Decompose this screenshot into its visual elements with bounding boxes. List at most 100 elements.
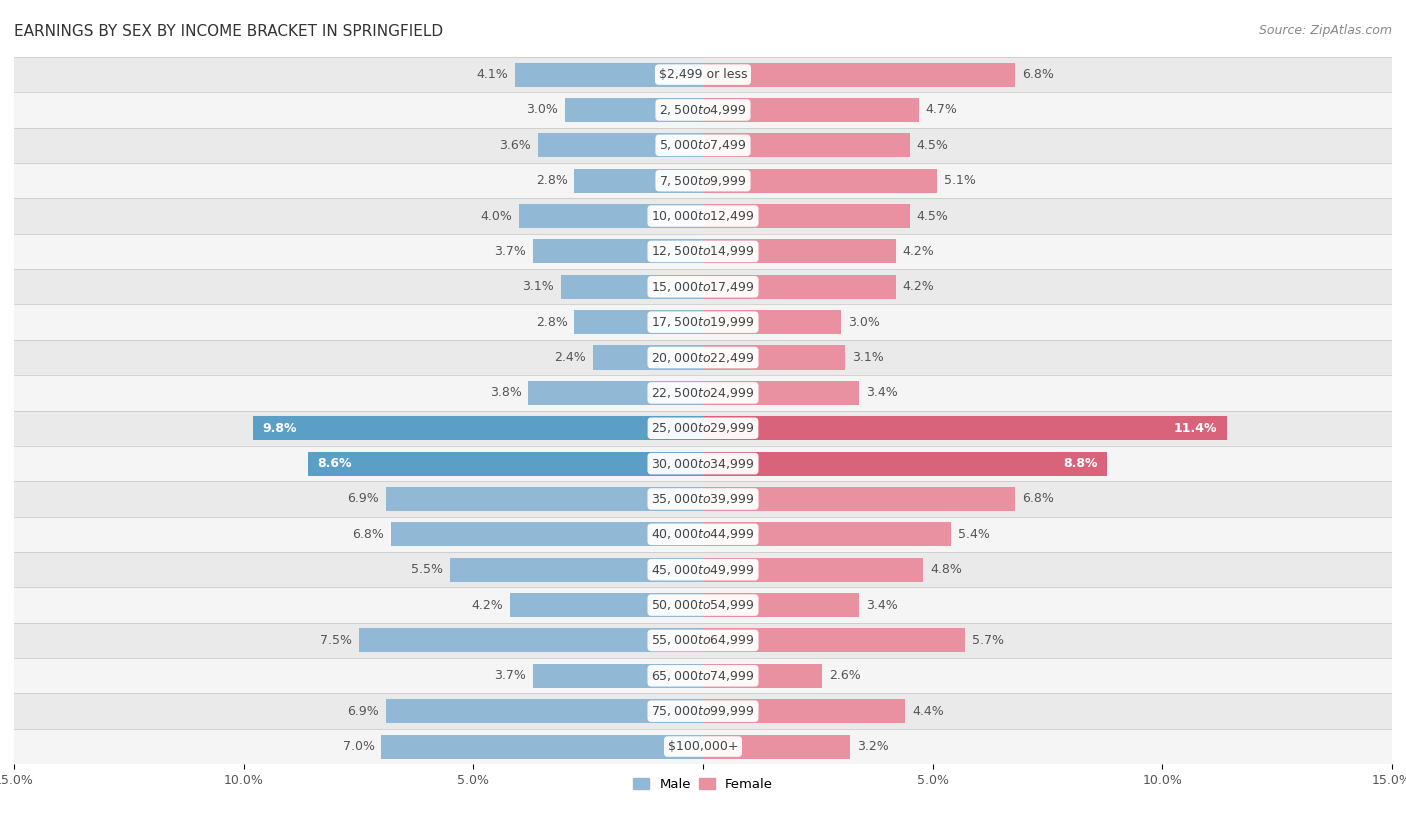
Bar: [561, 275, 703, 299]
Text: Source: ZipAtlas.com: Source: ZipAtlas.com: [1258, 24, 1392, 37]
Bar: [703, 734, 851, 759]
Text: 9.8%: 9.8%: [262, 422, 297, 435]
Bar: [14, 57, 1392, 92]
Bar: [391, 522, 703, 546]
Bar: [703, 487, 1015, 511]
Bar: [14, 446, 1392, 481]
Text: 4.5%: 4.5%: [917, 210, 949, 223]
Text: 4.5%: 4.5%: [917, 139, 949, 152]
Bar: [565, 98, 703, 122]
Bar: [14, 128, 1392, 163]
Text: 11.4%: 11.4%: [1174, 422, 1218, 435]
Bar: [14, 623, 1392, 659]
Bar: [253, 416, 703, 441]
Text: 7.0%: 7.0%: [343, 740, 374, 753]
Text: $35,000 to $39,999: $35,000 to $39,999: [651, 492, 755, 506]
Bar: [387, 487, 703, 511]
Text: 3.8%: 3.8%: [489, 386, 522, 399]
Bar: [14, 729, 1392, 764]
Text: 4.0%: 4.0%: [481, 210, 512, 223]
Bar: [703, 239, 896, 263]
Text: 3.0%: 3.0%: [526, 103, 558, 116]
Bar: [14, 376, 1392, 411]
Text: 4.7%: 4.7%: [925, 103, 957, 116]
Bar: [14, 659, 1392, 693]
Bar: [14, 92, 1392, 128]
Bar: [703, 451, 1107, 476]
Text: $2,499 or less: $2,499 or less: [659, 68, 747, 81]
Bar: [703, 663, 823, 688]
Bar: [703, 699, 905, 724]
Bar: [14, 693, 1392, 729]
Bar: [14, 481, 1392, 517]
Text: $12,500 to $14,999: $12,500 to $14,999: [651, 245, 755, 259]
Bar: [14, 163, 1392, 198]
Text: 5.4%: 5.4%: [957, 528, 990, 541]
Text: $75,000 to $99,999: $75,000 to $99,999: [651, 704, 755, 718]
Text: 6.8%: 6.8%: [1022, 68, 1054, 81]
Bar: [593, 346, 703, 370]
Bar: [703, 346, 845, 370]
Bar: [703, 628, 965, 653]
Bar: [14, 269, 1392, 304]
Text: 8.6%: 8.6%: [318, 457, 352, 470]
Text: 2.6%: 2.6%: [830, 669, 860, 682]
Bar: [381, 734, 703, 759]
Text: $40,000 to $44,999: $40,000 to $44,999: [651, 528, 755, 541]
Bar: [14, 517, 1392, 552]
Bar: [703, 593, 859, 617]
Bar: [515, 63, 703, 87]
Text: 2.4%: 2.4%: [554, 351, 586, 364]
Text: $65,000 to $74,999: $65,000 to $74,999: [651, 669, 755, 683]
Text: 4.1%: 4.1%: [477, 68, 508, 81]
Bar: [703, 168, 938, 193]
Text: 3.4%: 3.4%: [866, 386, 898, 399]
Text: 4.2%: 4.2%: [903, 280, 935, 293]
Bar: [703, 522, 950, 546]
Text: 3.1%: 3.1%: [522, 280, 554, 293]
Text: 6.9%: 6.9%: [347, 493, 380, 506]
Bar: [703, 275, 896, 299]
Text: $20,000 to $22,499: $20,000 to $22,499: [651, 350, 755, 364]
Text: 3.6%: 3.6%: [499, 139, 531, 152]
Bar: [14, 552, 1392, 587]
Text: $45,000 to $49,999: $45,000 to $49,999: [651, 563, 755, 576]
Text: 4.4%: 4.4%: [912, 705, 943, 718]
Bar: [703, 380, 859, 405]
Text: 4.2%: 4.2%: [471, 598, 503, 611]
Text: 6.8%: 6.8%: [1022, 493, 1054, 506]
Text: 8.8%: 8.8%: [1063, 457, 1098, 470]
Bar: [703, 133, 910, 158]
Bar: [703, 63, 1015, 87]
Text: EARNINGS BY SEX BY INCOME BRACKET IN SPRINGFIELD: EARNINGS BY SEX BY INCOME BRACKET IN SPR…: [14, 24, 443, 39]
Text: 3.7%: 3.7%: [495, 245, 526, 258]
Text: 6.8%: 6.8%: [352, 528, 384, 541]
Text: 5.1%: 5.1%: [945, 174, 976, 187]
Bar: [529, 380, 703, 405]
Bar: [703, 416, 1226, 441]
Text: $30,000 to $34,999: $30,000 to $34,999: [651, 457, 755, 471]
Bar: [14, 587, 1392, 623]
Bar: [14, 411, 1392, 446]
Text: $5,000 to $7,499: $5,000 to $7,499: [659, 138, 747, 152]
Bar: [533, 239, 703, 263]
Bar: [450, 558, 703, 582]
Bar: [533, 663, 703, 688]
Text: 4.8%: 4.8%: [931, 563, 962, 576]
Text: 3.1%: 3.1%: [852, 351, 884, 364]
Text: 3.4%: 3.4%: [866, 598, 898, 611]
Bar: [537, 133, 703, 158]
Bar: [359, 628, 703, 653]
Bar: [575, 310, 703, 334]
Bar: [14, 340, 1392, 375]
Bar: [703, 310, 841, 334]
Text: 5.7%: 5.7%: [972, 634, 1004, 647]
Text: 2.8%: 2.8%: [536, 174, 568, 187]
Text: 5.5%: 5.5%: [412, 563, 443, 576]
Text: $2,500 to $4,999: $2,500 to $4,999: [659, 103, 747, 117]
Text: 3.0%: 3.0%: [848, 315, 880, 328]
Text: 6.9%: 6.9%: [347, 705, 380, 718]
Text: $55,000 to $64,999: $55,000 to $64,999: [651, 633, 755, 647]
Bar: [14, 304, 1392, 340]
Bar: [14, 198, 1392, 234]
